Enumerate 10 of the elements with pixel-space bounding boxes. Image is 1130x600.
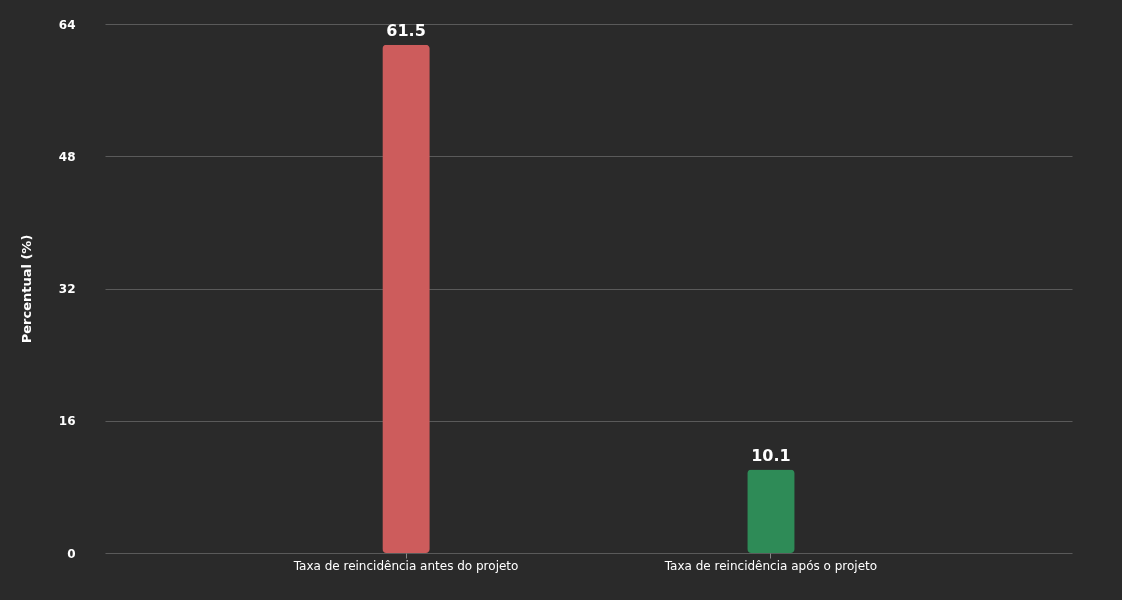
- x-tick-label: Taxa de reincidência antes do projeto: [292, 558, 519, 573]
- data-label: 61.5: [386, 20, 426, 40]
- y-tick-label: 0: [67, 546, 76, 561]
- y-tick-label: 32: [58, 282, 76, 296]
- y-tick-label: 48: [58, 149, 76, 164]
- y-axis-title: Percentual (%): [18, 234, 34, 344]
- x-tick-label: Taxa de reincidência após o projeto: [663, 558, 878, 573]
- data-label: 10.1: [751, 445, 791, 465]
- y-tick-label: 64: [58, 17, 76, 32]
- y-tick-label: 16: [58, 414, 76, 429]
